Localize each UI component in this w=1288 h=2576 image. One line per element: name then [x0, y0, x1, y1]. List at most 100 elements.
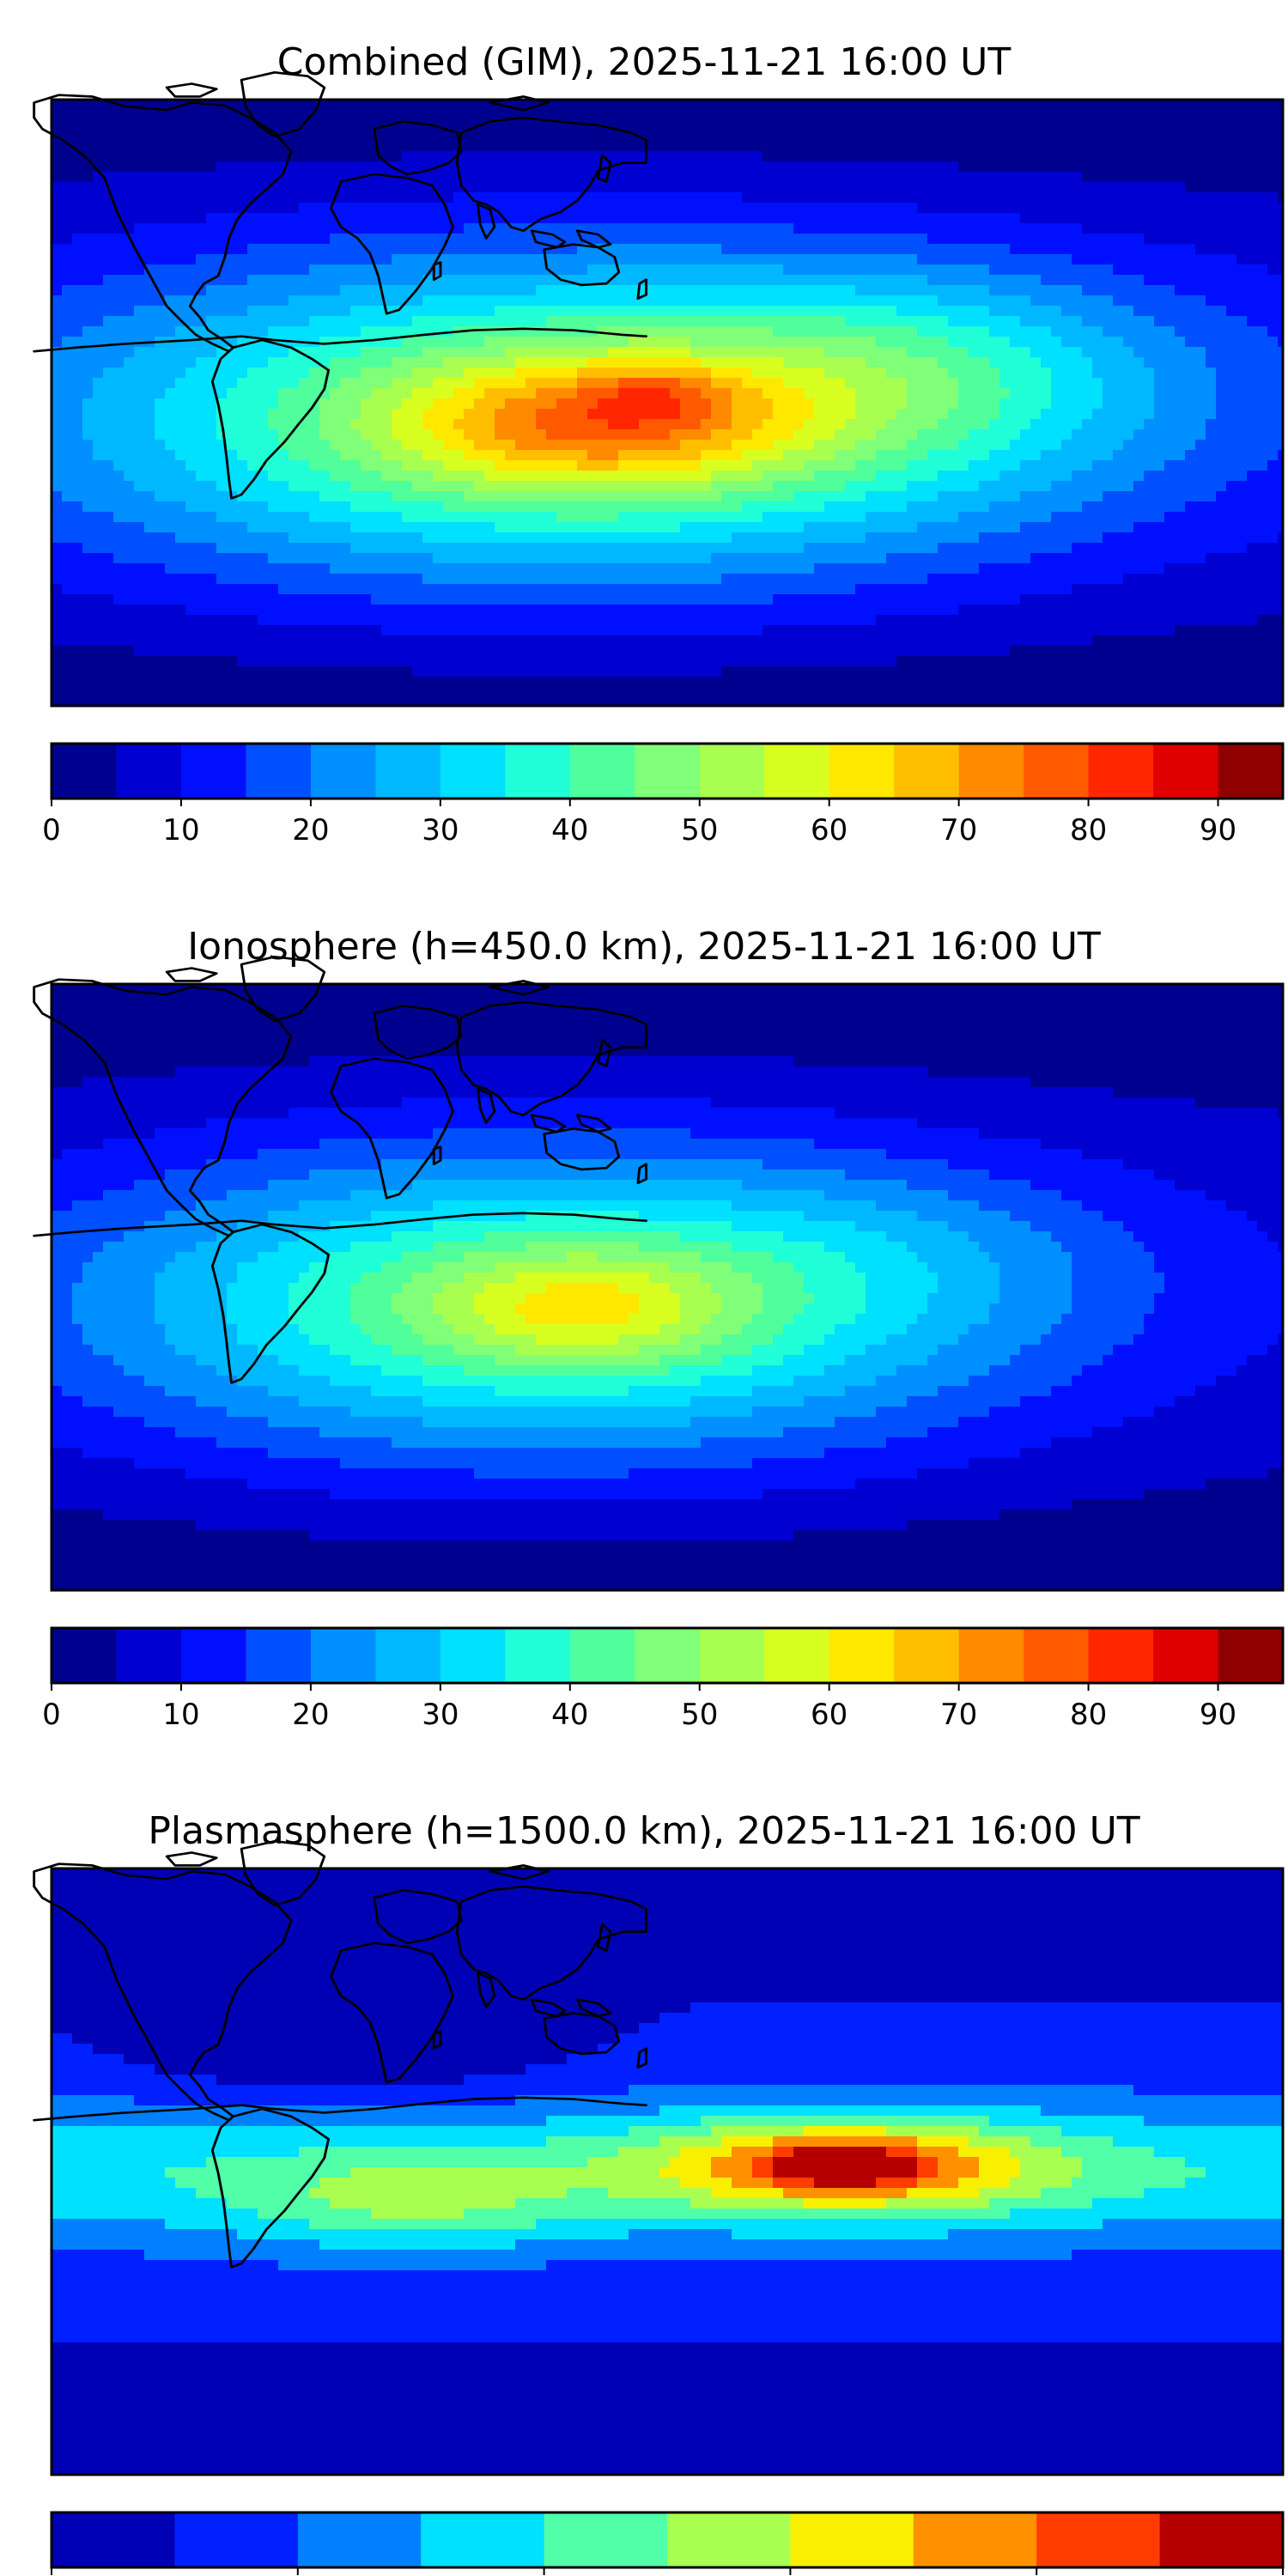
contour-cell: [1092, 285, 1103, 296]
contour-cell: [835, 491, 846, 502]
contour-cell: [1247, 203, 1258, 214]
contour-cell: [948, 203, 959, 214]
contour-cell: [1154, 337, 1165, 348]
contour-cell: [1236, 110, 1248, 121]
contour-cell: [690, 254, 702, 265]
contour-cell: [309, 440, 320, 451]
contour-cell: [1267, 460, 1279, 471]
contour-cell: [670, 337, 681, 348]
contour-cell: [155, 460, 166, 471]
contour-cell: [938, 471, 949, 482]
contour-cell: [958, 244, 969, 255]
contour-cell: [773, 254, 784, 265]
contour-cell: [361, 306, 372, 317]
contour-cell: [835, 141, 846, 152]
contour-cell: [237, 244, 248, 255]
contour-cell: [93, 182, 104, 193]
contour-cell: [824, 264, 835, 276]
contour-cell: [1092, 481, 1103, 492]
contour-cell: [546, 285, 557, 296]
contour-cell: [896, 409, 908, 420]
contour-cell: [185, 110, 197, 121]
contour-cell: [773, 110, 784, 121]
contour-cell: [567, 378, 578, 389]
contour-cell: [639, 285, 650, 296]
contour-cell: [659, 357, 671, 368]
contour-cell: [402, 223, 413, 234]
contour-cell: [1113, 471, 1124, 482]
contour-cell: [907, 234, 918, 245]
contour-cell: [62, 460, 73, 471]
contour-cell: [690, 388, 702, 399]
contour-cell: [175, 244, 186, 255]
contour-cell: [824, 347, 835, 358]
contour-cell: [526, 409, 537, 420]
contour-cell: [289, 264, 300, 276]
contour-cell: [319, 213, 331, 224]
contour-cell: [629, 141, 640, 152]
contour-cell: [855, 481, 866, 492]
contour-cell: [1082, 337, 1093, 348]
contour-cell: [1185, 172, 1196, 183]
contour-cell: [886, 306, 897, 317]
contour-cell: [134, 275, 145, 286]
contour-cell: [649, 110, 660, 121]
contour-cell: [536, 419, 547, 430]
contour-cell: [278, 326, 289, 337]
contour-cell: [814, 275, 825, 286]
contour-cell: [1103, 264, 1114, 276]
contour-cell: [896, 131, 908, 142]
contour-cell: [917, 120, 928, 131]
contour-cell: [577, 429, 588, 440]
contour-cell: [1030, 213, 1042, 224]
contour-cell: [1030, 264, 1042, 276]
contour-cell: [350, 244, 361, 255]
contour-cell: [752, 429, 763, 440]
contour-cell: [1030, 151, 1042, 162]
contour-cell: [144, 234, 155, 245]
contour-cell: [247, 213, 258, 224]
contour-cell: [938, 429, 949, 440]
contour-cell: [258, 450, 269, 461]
contour-cell: [1041, 357, 1052, 368]
contour-cell: [598, 512, 609, 523]
contour-cell: [330, 100, 341, 111]
contour-cell: [62, 357, 73, 368]
contour-cell: [793, 326, 805, 337]
contour-cell: [1257, 120, 1268, 131]
contour-cell: [886, 326, 897, 337]
contour-cell: [1061, 295, 1072, 307]
contour-cell: [773, 409, 784, 420]
contour-cell: [948, 471, 959, 482]
contour-cell: [711, 388, 722, 399]
contour-cell: [762, 110, 774, 121]
contour-cell: [639, 368, 650, 379]
contour-cell: [258, 244, 269, 255]
contour-cell: [608, 522, 619, 533]
contour-cell: [258, 512, 269, 523]
contour-cell: [155, 491, 166, 502]
contour-cell: [896, 244, 908, 255]
contour-cell: [247, 316, 258, 327]
contour-cell: [1267, 264, 1279, 276]
contour-cell: [1041, 254, 1052, 265]
contour-cell: [979, 419, 990, 430]
contour-cell: [536, 275, 547, 286]
contour-cell: [165, 131, 176, 142]
contour-cell: [824, 368, 835, 379]
contour-cell: [824, 440, 835, 451]
contour-cell: [989, 409, 1000, 420]
contour-cell: [1216, 326, 1227, 337]
contour-cell: [1278, 172, 1283, 183]
contour-cell: [422, 285, 434, 296]
contour-cell: [113, 512, 125, 523]
contour-cell: [701, 192, 712, 204]
contour-cell: [1164, 388, 1176, 399]
contour-cell: [392, 450, 403, 461]
contour-cell: [433, 378, 444, 389]
contour-cell: [392, 491, 403, 502]
contour-cell: [526, 131, 537, 142]
contour-cell: [1061, 357, 1072, 368]
contour-cell: [1061, 501, 1072, 513]
contour-cell: [175, 172, 186, 183]
